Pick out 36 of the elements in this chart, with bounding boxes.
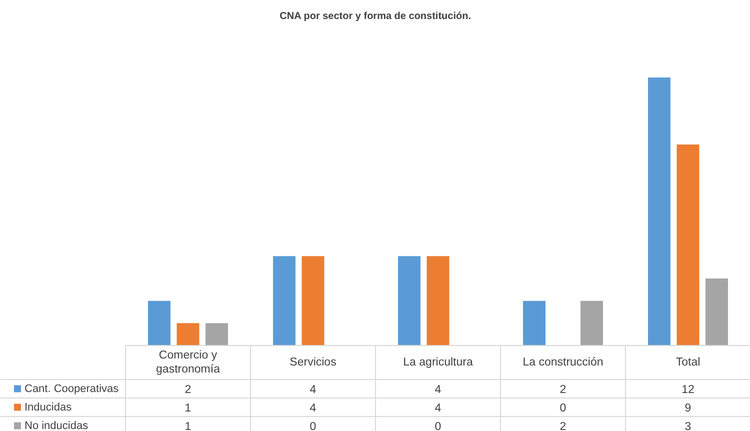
data-label: 4 [434,402,442,414]
data-label: 2 [560,420,566,431]
legend-label: Inducidas [24,401,72,414]
data-label: 1 [184,402,192,414]
x-tick-label: Comercio y gastronomía [156,350,221,376]
x-tick-label: Total [676,356,700,368]
data-label: 2 [560,384,566,396]
bar [148,300,170,346]
bar [273,256,296,346]
bar [648,78,670,346]
bar [580,300,603,346]
data-label: 4 [310,402,317,414]
legend-label: Cant. Cooperativas [24,382,120,395]
bar [426,256,450,346]
bar [523,300,546,346]
chart-title: CNA por sector y forma de constitución. [280,11,472,22]
data-label: 9 [684,402,692,414]
data-label: 1 [184,420,192,431]
data-label: 0 [310,420,316,431]
bar [206,323,228,346]
bar [398,256,420,346]
data-label: 4 [434,384,442,396]
bar [302,256,324,346]
bar [706,278,728,346]
data-label: 4 [310,384,317,396]
bar [176,323,200,346]
data-label: 0 [560,402,566,414]
legend-label: No inducidas [24,420,89,431]
data-label: 3 [684,420,692,431]
x-tick-label: La agricultura [403,356,474,368]
data-label: 12 [682,384,694,396]
bar [676,144,700,346]
data-label: 0 [434,420,442,431]
data-label: 2 [184,384,192,396]
x-tick-label: La construcción [522,356,604,368]
x-tick-label: Servicios [290,356,337,368]
